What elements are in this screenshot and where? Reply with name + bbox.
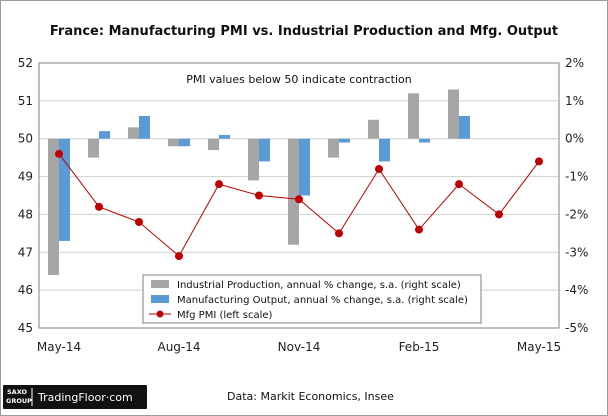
right-tick-label: 2% <box>565 56 584 70</box>
bar-industrial-production-3 <box>168 138 179 147</box>
bar-manufacturing-output-2 <box>139 116 150 139</box>
logo-saxo-text: SAXO <box>7 388 27 396</box>
right-tick-label: -1% <box>565 170 588 184</box>
pmi-point-8 <box>375 165 383 173</box>
left-tick-label: 45 <box>18 321 33 335</box>
bar-manufacturing-output-8 <box>379 138 390 162</box>
legend-label-mfg-pmi: Mfg PMI (left scale) <box>177 310 273 321</box>
bar-industrial-production-9 <box>408 93 419 139</box>
right-axis-ticks: -5% -4% -3% -2% -1% 0% 1% 2% <box>565 56 588 335</box>
legend-label-industrial-production: Industrial Production, annual % change, … <box>177 280 461 291</box>
logo-group-text: GROUP <box>6 397 32 405</box>
pmi-point-11 <box>495 210 503 219</box>
bar-manufacturing-output-7 <box>339 138 350 143</box>
bar-manufacturing-output-0 <box>59 138 70 241</box>
left-tick-label: 46 <box>18 283 33 297</box>
source-note: Data: Markit Economics, Insee <box>227 390 394 403</box>
bar-industrial-production-6 <box>288 138 299 245</box>
pmi-point-1 <box>95 202 103 211</box>
pmi-point-4 <box>215 180 223 189</box>
right-tick-label: -4% <box>565 283 588 297</box>
pmi-point-0 <box>55 149 63 158</box>
left-tick-label: 49 <box>18 170 33 184</box>
bar-industrial-production-7 <box>328 138 339 158</box>
logo-background <box>3 385 147 409</box>
left-tick-label: 52 <box>18 56 33 70</box>
bar-series <box>48 89 470 275</box>
legend-swatch-manufacturing-output <box>151 295 169 303</box>
pmi-point-6 <box>295 195 303 204</box>
bar-industrial-production-2 <box>128 127 139 139</box>
x-tick-label: Nov-14 <box>278 340 321 354</box>
right-tick-label: 1% <box>565 94 584 108</box>
bar-manufacturing-output-6 <box>299 138 310 196</box>
bar-industrial-production-8 <box>368 119 379 139</box>
right-tick-label: 0% <box>565 132 584 146</box>
bar-industrial-production-1 <box>88 138 99 158</box>
left-tick-label: 50 <box>18 132 33 146</box>
legend-swatch-mfg-pmi-marker <box>156 310 164 318</box>
right-tick-label: -3% <box>565 245 588 259</box>
left-tick-label: 51 <box>18 94 33 108</box>
right-tick-label: -5% <box>565 321 588 335</box>
legend-label-manufacturing-output: Manufacturing Output, annual % change, s… <box>177 295 468 306</box>
pmi-point-10 <box>455 180 463 189</box>
left-tick-label: 47 <box>18 245 33 259</box>
bar-manufacturing-output-3 <box>179 138 190 147</box>
pmi-line-series <box>55 149 543 261</box>
bar-manufacturing-output-10 <box>459 116 470 139</box>
bar-manufacturing-output-1 <box>99 131 110 139</box>
bar-manufacturing-output-9 <box>419 138 430 143</box>
chart-annotation: PMI values below 50 indicate contraction <box>186 73 412 86</box>
x-axis-ticks: May-14 Aug-14 Nov-14 Feb-15 May-15 <box>37 340 561 354</box>
left-tick-label: 48 <box>18 207 33 221</box>
bar-industrial-production-5 <box>248 138 259 181</box>
pmi-point-12 <box>535 157 543 166</box>
plot-area-border <box>38 62 560 329</box>
bar-industrial-production-4 <box>208 138 219 151</box>
bar-manufacturing-output-5 <box>259 138 270 162</box>
bar-manufacturing-output-4 <box>219 134 230 139</box>
legend: Industrial Production, annual % change, … <box>142 274 482 324</box>
chart-title: France: Manufacturing PMI vs. Industrial… <box>50 24 558 39</box>
bar-industrial-production-0 <box>48 138 59 275</box>
pmi-point-5 <box>255 191 263 200</box>
legend-swatch-industrial-production <box>151 280 169 288</box>
x-tick-label: May-15 <box>517 340 561 354</box>
right-tick-label: -2% <box>565 207 588 221</box>
pmi-point-3 <box>175 252 183 261</box>
x-tick-label: May-14 <box>37 340 81 354</box>
legend-box <box>142 274 482 324</box>
x-tick-label: Feb-15 <box>399 340 440 354</box>
pmi-point-2 <box>135 218 143 226</box>
x-tick-label: Aug-14 <box>157 340 200 354</box>
bar-industrial-production-10 <box>448 89 459 139</box>
left-axis-ticks: 45 46 47 48 49 50 51 52 <box>18 56 33 335</box>
logo-tradingfloor-text: TradingFloor·com <box>37 391 133 404</box>
pmi-point-7 <box>335 229 343 238</box>
tradingfloor-logo: SAXO GROUP TradingFloor·com <box>3 385 147 409</box>
pmi-point-9 <box>415 225 423 234</box>
